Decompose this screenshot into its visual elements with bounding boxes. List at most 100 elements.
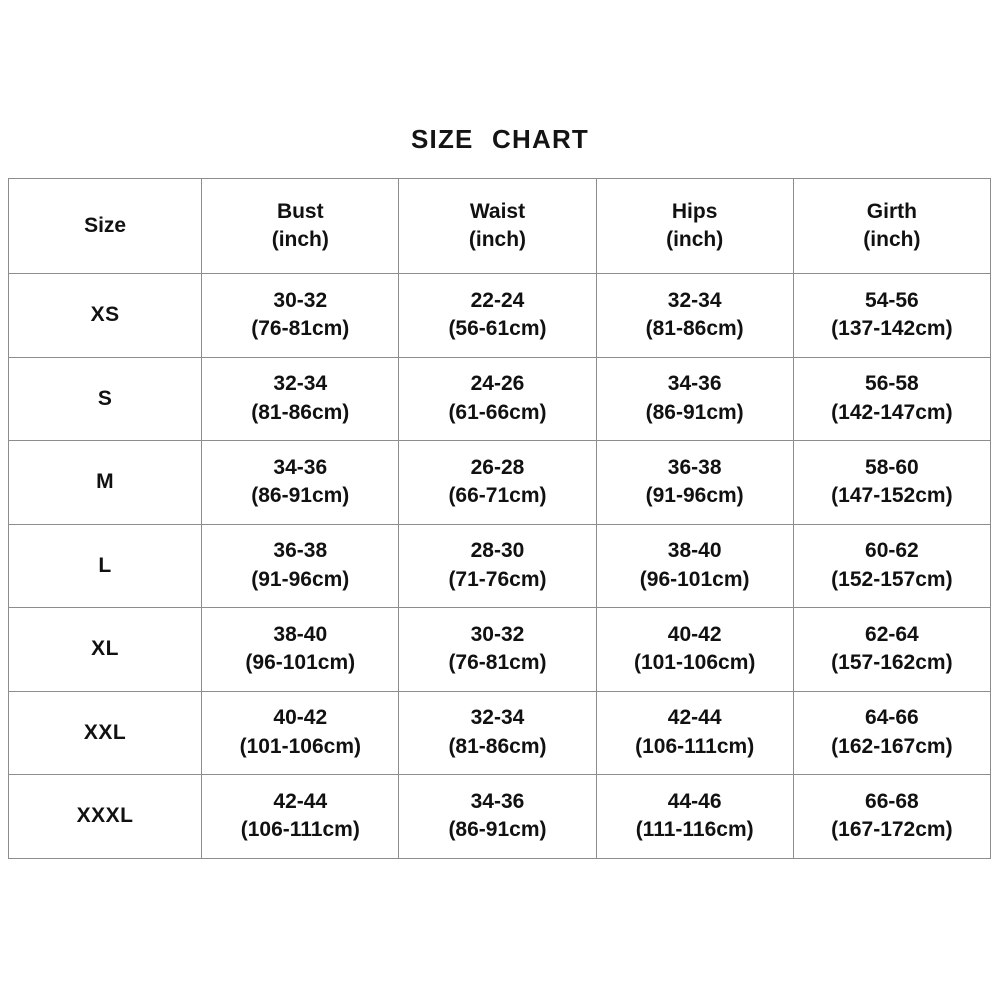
cell-bust: 42-44 (106-111cm) bbox=[201, 774, 400, 859]
hips-inch: 42-44 bbox=[667, 706, 722, 730]
bust-inch: 42-44 bbox=[273, 789, 328, 813]
waist-inch: 28-30 bbox=[470, 539, 525, 563]
girth-inch: 56-58 bbox=[865, 372, 919, 396]
table-row: XL 38-40 (96-101cm) 30-32 (76-81cm) bbox=[7, 607, 992, 692]
girth-inch: 54-56 bbox=[865, 288, 919, 312]
cell-size: XL bbox=[7, 607, 203, 692]
girth-inch: 62-64 bbox=[865, 622, 919, 646]
cell-waist: 24-26 (61-66cm) bbox=[398, 356, 597, 441]
waist-inch: 34-36 bbox=[470, 789, 525, 813]
girth-inch: 58-60 bbox=[865, 455, 919, 479]
waist-inch: 24-26 bbox=[470, 372, 525, 396]
table-row: S 32-34 (81-86cm) 24-26 (61-66cm) bbox=[7, 356, 992, 441]
bust-cm: (86-91cm) bbox=[251, 484, 350, 508]
waist-cm: (61-66cm) bbox=[448, 400, 547, 424]
cell-hips: 40-42 (101-106cm) bbox=[595, 607, 794, 692]
cell-size: M bbox=[7, 440, 203, 525]
table-row: XXXL 42-44 (106-111cm) 34-36 (86-91cm) bbox=[7, 774, 992, 859]
waist-cm: (76-81cm) bbox=[448, 651, 547, 675]
bust-cm: (101-106cm) bbox=[239, 734, 361, 758]
table-row: M 34-36 (86-91cm) 26-28 (66-71cm) bbox=[7, 440, 992, 525]
cell-size: XXL bbox=[7, 690, 203, 775]
girth-cm: (142-147cm) bbox=[831, 400, 953, 424]
size-label: S bbox=[97, 386, 113, 410]
column-header-hips: Hips (inch) bbox=[595, 178, 794, 274]
hips-inch: 36-38 bbox=[667, 455, 722, 479]
column-header-bust-unit: (inch) bbox=[271, 228, 329, 251]
table-row: XXL 40-42 (101-106cm) 32-34 (81-86cm) bbox=[7, 690, 992, 775]
waist-cm: (66-71cm) bbox=[448, 484, 547, 508]
cell-hips: 32-34 (81-86cm) bbox=[595, 273, 794, 358]
cell-hips: 36-38 (91-96cm) bbox=[595, 440, 794, 525]
cell-hips: 44-46 (111-116cm) bbox=[595, 774, 794, 859]
hips-inch: 40-42 bbox=[667, 622, 722, 646]
cell-size: XS bbox=[7, 273, 203, 358]
cell-girth: 66-68 (167-172cm) bbox=[792, 774, 992, 859]
bust-cm: (91-96cm) bbox=[251, 567, 350, 591]
cell-hips: 34-36 (86-91cm) bbox=[595, 356, 794, 441]
size-label: XL bbox=[91, 637, 120, 661]
waist-inch: 30-32 bbox=[470, 622, 525, 646]
cell-hips: 38-40 (96-101cm) bbox=[595, 523, 794, 608]
girth-cm: (167-172cm) bbox=[831, 818, 953, 842]
cell-girth: 60-62 (152-157cm) bbox=[792, 523, 992, 608]
bust-inch: 40-42 bbox=[273, 706, 328, 730]
waist-cm: (86-91cm) bbox=[448, 818, 547, 842]
girth-cm: (162-167cm) bbox=[831, 734, 953, 758]
girth-cm: (152-157cm) bbox=[831, 567, 953, 591]
girth-cm: (157-162cm) bbox=[831, 651, 953, 675]
hips-inch: 38-40 bbox=[667, 539, 722, 563]
table-row: L 36-38 (91-96cm) 28-30 (71-76cm) bbox=[7, 523, 992, 608]
column-header-size: Size bbox=[7, 178, 203, 274]
cell-bust: 34-36 (86-91cm) bbox=[201, 440, 400, 525]
column-header-girth-unit: (inch) bbox=[863, 228, 921, 251]
bust-inch: 30-32 bbox=[273, 288, 328, 312]
waist-inch: 32-34 bbox=[470, 706, 525, 730]
hips-cm: (111-116cm) bbox=[635, 818, 754, 842]
girth-cm: (137-142cm) bbox=[831, 317, 953, 341]
hips-cm: (101-106cm) bbox=[633, 651, 756, 675]
size-chart-table-wrapper: Size Bust (inch) Waist (inch) bbox=[7, 178, 992, 859]
girth-inch: 60-62 bbox=[865, 539, 919, 563]
size-label: XXL bbox=[83, 720, 127, 744]
waist-cm: (71-76cm) bbox=[448, 567, 547, 591]
column-header-hips-unit: (inch) bbox=[666, 228, 724, 251]
bust-inch: 32-34 bbox=[273, 372, 328, 396]
cell-girth: 64-66 (162-167cm) bbox=[792, 690, 992, 775]
waist-cm: (81-86cm) bbox=[448, 734, 547, 758]
girth-inch: 66-68 bbox=[865, 789, 919, 813]
bust-cm: (76-81cm) bbox=[251, 317, 350, 341]
girth-inch: 64-66 bbox=[865, 706, 919, 730]
cell-bust: 30-32 (76-81cm) bbox=[201, 273, 400, 358]
bust-cm: (96-101cm) bbox=[245, 651, 356, 675]
cell-size: S bbox=[7, 356, 203, 441]
size-label: XXXL bbox=[76, 804, 134, 828]
cell-size: XXXL bbox=[7, 774, 203, 859]
table-row: XS 30-32 (76-81cm) 22-24 (56-61cm) bbox=[7, 273, 992, 358]
cell-hips: 42-44 (106-111cm) bbox=[595, 690, 794, 775]
page-title: SIZE CHART bbox=[411, 124, 589, 154]
column-header-bust: Bust (inch) bbox=[201, 178, 400, 274]
size-chart-table: Size Bust (inch) Waist (inch) bbox=[7, 178, 992, 859]
column-header-waist: Waist (inch) bbox=[398, 178, 597, 274]
hips-cm: (91-96cm) bbox=[645, 484, 744, 508]
cell-waist: 34-36 (86-91cm) bbox=[398, 774, 597, 859]
cell-waist: 22-24 (56-61cm) bbox=[398, 273, 597, 358]
cell-girth: 62-64 (157-162cm) bbox=[792, 607, 992, 692]
column-header-waist-label: Waist bbox=[469, 200, 526, 224]
girth-cm: (147-152cm) bbox=[831, 484, 953, 508]
hips-inch: 34-36 bbox=[667, 372, 722, 396]
cell-waist: 30-32 (76-81cm) bbox=[398, 607, 597, 692]
cell-girth: 58-60 (147-152cm) bbox=[792, 440, 992, 525]
cell-waist: 26-28 (66-71cm) bbox=[398, 440, 597, 525]
column-header-bust-label: Bust bbox=[276, 200, 324, 224]
column-header-waist-unit: (inch) bbox=[468, 228, 527, 251]
waist-inch: 22-24 bbox=[470, 288, 525, 312]
waist-inch: 26-28 bbox=[470, 455, 525, 479]
size-label: M bbox=[96, 470, 115, 494]
bust-inch: 34-36 bbox=[273, 455, 328, 479]
hips-cm: (96-101cm) bbox=[639, 567, 750, 591]
hips-cm: (86-91cm) bbox=[645, 400, 744, 424]
column-header-size-label: Size bbox=[84, 214, 127, 238]
